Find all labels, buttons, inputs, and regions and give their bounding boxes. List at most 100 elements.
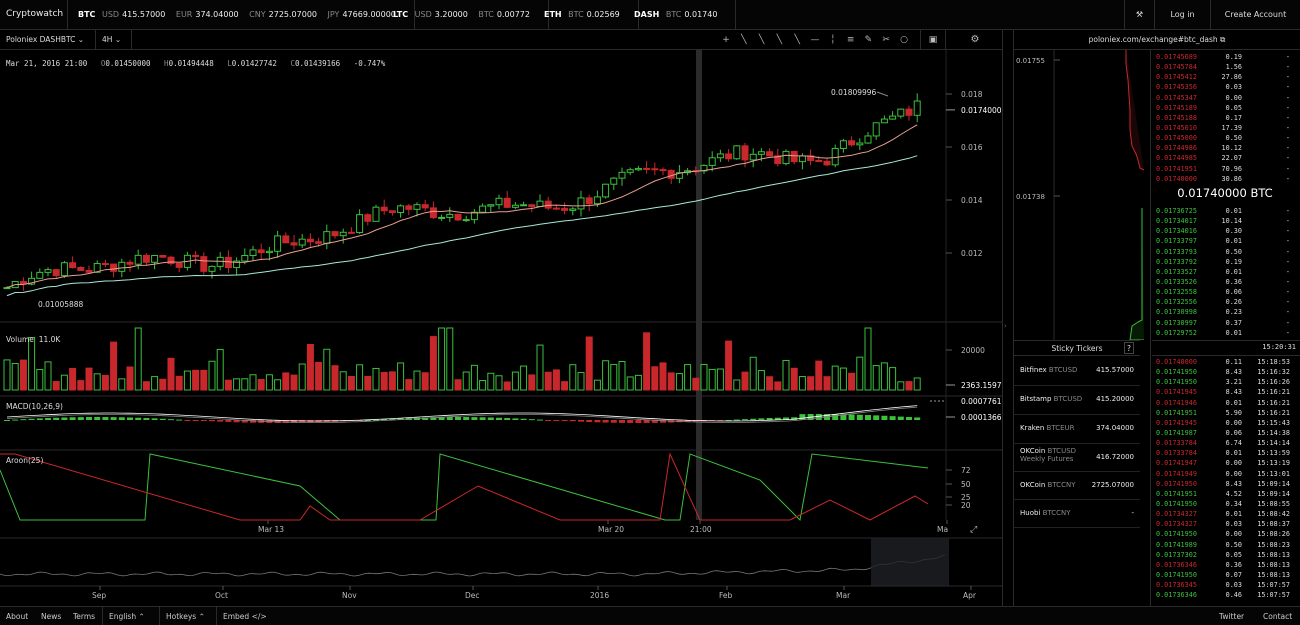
ask-row[interactable]: 0.01744986 10.12 - xyxy=(1156,143,1296,153)
trade-row[interactable]: 0.01741945 0.00 15:15:43 xyxy=(1156,418,1296,428)
trade-row[interactable]: 0.01741951 5.90 15:16:21 xyxy=(1156,408,1296,418)
trade-row[interactable]: 0.01741950 8.43 15:09:14 xyxy=(1156,479,1296,489)
ticker-dash[interactable]: DASH BTC 0.01740 xyxy=(624,0,737,30)
bid-row[interactable]: 0.01736725 0.01 - xyxy=(1156,206,1296,216)
chevron-right-icon[interactable]: › xyxy=(1004,322,1007,330)
trade-row[interactable]: 0.01741950 0.34 15:08:55 xyxy=(1156,499,1296,509)
trade-row[interactable]: 0.01741949 0.00 15:13:01 xyxy=(1156,469,1296,479)
row-price: 0.01733792 xyxy=(1156,257,1197,266)
ticker-btc[interactable]: BTC USD 415.57000 EUR 374.04000 CNY 2725.07… xyxy=(68,0,415,30)
drawing-tool-icon[interactable]: ✎ xyxy=(864,35,873,45)
ticker-ltc[interactable]: LTC USD 3.20000 BTC 0.00772 xyxy=(383,0,549,30)
sticky-ticker-row[interactable]: OKCoin BTCUSD Weekly Futures 416.72000 xyxy=(1014,444,1140,472)
ask-row[interactable]: 0.01745356 0.03 - xyxy=(1156,82,1296,92)
brand-logo[interactable]: Cryptowatch xyxy=(0,0,68,30)
bid-row[interactable]: 0.01732556 0.26 - xyxy=(1156,297,1296,307)
trade-row[interactable]: 0.01741947 0.00 15:13:19 xyxy=(1156,458,1296,468)
exchange-url[interactable]: poloniex.com/exchange#btc_dash ⧉ xyxy=(1014,30,1300,50)
trade-row[interactable]: 0.01741950 0.00 15:08:26 xyxy=(1156,529,1296,539)
candle-body xyxy=(241,254,249,262)
bid-row[interactable]: 0.01732558 0.06 - xyxy=(1156,287,1296,297)
bid-row[interactable]: 0.01730997 0.37 - xyxy=(1156,318,1296,328)
bid-row[interactable]: 0.01730998 0.23 - xyxy=(1156,307,1296,317)
ticker-eth[interactable]: ETH BTC 0.02569 xyxy=(534,0,639,30)
trade-row[interactable]: 0.01741951 4.52 15:09:14 xyxy=(1156,489,1296,499)
trade-row[interactable]: 0.01733784 0.01 15:13:59 xyxy=(1156,448,1296,458)
sticky-ticker-row[interactable]: OKCoin BTCCNY 2725.07000 xyxy=(1014,472,1140,500)
trade-row[interactable]: 0.01741950 3.21 15:16:26 xyxy=(1156,377,1296,387)
drawing-tool-icon[interactable]: ≡ xyxy=(846,35,855,45)
footer-contact-link[interactable]: Contact xyxy=(1263,612,1293,621)
period-high-pointer xyxy=(876,91,889,97)
trade-row[interactable]: 0.01740000 0.11 15:18:53 xyxy=(1156,357,1296,367)
bid-row[interactable]: 0.01733526 0.36 - xyxy=(1156,277,1296,287)
sticky-ticker-row[interactable]: Bitstamp BTCUSD 415.20000 xyxy=(1014,386,1140,415)
drawing-tool-icon[interactable]: — xyxy=(810,35,820,45)
trade-row[interactable]: 0.01734327 0.03 15:08:37 xyxy=(1156,519,1296,529)
trade-row[interactable]: 0.01736346 0.36 15:08:13 xyxy=(1156,560,1296,570)
ask-row[interactable]: 0.01745010 17.39 - xyxy=(1156,123,1296,133)
drawing-tool-icon[interactable]: ○ xyxy=(900,35,908,45)
period-selector[interactable]: 4H ⌄ xyxy=(96,30,132,50)
bid-row[interactable]: 0.01734016 0.30 - xyxy=(1156,226,1296,236)
login-button[interactable]: Log in xyxy=(1154,0,1210,30)
footer-terms-link[interactable]: Terms xyxy=(73,612,96,621)
ask-row[interactable]: 0.01745412 27.86 - xyxy=(1156,72,1296,82)
ask-row[interactable]: 0.01745189 0.05 - xyxy=(1156,103,1296,113)
chart-divider[interactable] xyxy=(1002,30,1003,606)
row-extra: 15:07:57 xyxy=(1257,581,1290,590)
trade-row[interactable]: 0.01733784 6.74 15:14:14 xyxy=(1156,438,1296,448)
trade-row[interactable]: 0.01741987 0.06 15:14:38 xyxy=(1156,428,1296,438)
trade-row[interactable]: 0.01741946 0.01 15:16:21 xyxy=(1156,398,1296,408)
ask-row[interactable]: 0.01744985 22.07 - xyxy=(1156,153,1296,163)
drawing-tool-icon[interactable]: ╲ xyxy=(758,35,765,45)
market-selector[interactable]: Poloniex DASHBTC ⌄ xyxy=(0,30,96,50)
trade-row[interactable]: 0.01741945 8.43 15:16:21 xyxy=(1156,387,1296,397)
ask-row[interactable]: 0.01745689 0.19 - xyxy=(1156,52,1296,62)
macd-bar xyxy=(815,414,822,420)
trade-row[interactable]: 0.01741950 0.07 15:08:13 xyxy=(1156,570,1296,580)
macd-bar xyxy=(127,417,133,420)
footer-embed-button[interactable]: Embed </> xyxy=(223,607,267,625)
trade-row[interactable]: 0.01736345 0.03 15:07:57 xyxy=(1156,580,1296,590)
help-icon[interactable]: ? xyxy=(1124,342,1134,354)
bid-row[interactable]: 0.01734017 10.14 - xyxy=(1156,216,1296,226)
drawing-tool-icon[interactable]: ╲ xyxy=(794,35,800,45)
trade-row[interactable]: 0.01741950 8.43 15:16:32 xyxy=(1156,367,1296,377)
footer-twitter-link[interactable]: Twitter xyxy=(1219,612,1245,621)
overview-range-selector[interactable] xyxy=(871,538,949,586)
bid-row[interactable]: 0.01733793 0.50 - xyxy=(1156,247,1296,257)
sticky-ticker-row[interactable]: Kraken BTCEUR 374.04000 xyxy=(1014,415,1140,444)
ask-row[interactable]: 0.01745188 0.17 - xyxy=(1156,113,1296,123)
ask-row[interactable]: 0.01745784 1.56 - xyxy=(1156,62,1296,72)
ask-row[interactable]: 0.01741951 70.96 - xyxy=(1156,164,1296,174)
ask-row[interactable]: 0.01740000 30.86 - xyxy=(1156,174,1296,184)
trade-row[interactable]: 0.01737302 0.05 15:08:13 xyxy=(1156,550,1296,560)
settings-wrench-icon[interactable]: ⚒ xyxy=(1124,0,1154,30)
drawing-tool-icon[interactable]: ✂ xyxy=(882,35,890,45)
footer-about-link[interactable]: About xyxy=(6,612,29,621)
screenshot-icon[interactable]: ▣ xyxy=(920,30,946,50)
ask-row[interactable]: 0.01745347 0.00 - xyxy=(1156,93,1296,103)
sticky-ticker-row[interactable]: Huobi BTCCNY - xyxy=(1014,500,1140,528)
trade-row[interactable]: 0.01734327 0.01 15:08:42 xyxy=(1156,509,1296,519)
bid-row[interactable]: 0.01733527 0.01 - xyxy=(1156,267,1296,277)
ask-row[interactable]: 0.01745000 0.50 - xyxy=(1156,133,1296,143)
footer-news-link[interactable]: News xyxy=(41,612,62,621)
sticky-ticker-row[interactable]: Bitfinex BTCUSD 415.57000 xyxy=(1014,357,1140,386)
macd-bar xyxy=(389,418,396,420)
footer-hotkeys-button[interactable]: Hotkeys ⌃ xyxy=(166,607,205,625)
bid-row[interactable]: 0.01733797 0.01 - xyxy=(1156,236,1296,246)
drawing-tool-icon[interactable]: ╲ xyxy=(776,35,783,45)
bid-row[interactable]: 0.01729752 0.01 - xyxy=(1156,328,1296,338)
bid-row[interactable]: 0.01733792 0.19 - xyxy=(1156,257,1296,267)
trade-row[interactable]: 0.01736346 0.46 15:07:57 xyxy=(1156,590,1296,600)
gear-icon[interactable]: ⚙ xyxy=(970,34,980,45)
trade-row[interactable]: 0.01741989 0.50 15:08:23 xyxy=(1156,540,1296,550)
drawing-tool-icon[interactable]: ╲ xyxy=(741,35,747,45)
drawing-tool-icon[interactable]: ╎ xyxy=(830,35,836,45)
drawing-tool-icon[interactable]: + xyxy=(722,35,730,45)
chart-area[interactable]: 0.018 0.016 0.014 0.012 0.0174000 0.01809996 0… xyxy=(0,50,1002,606)
create-account-button[interactable]: Create Account xyxy=(1210,0,1300,30)
footer-language-selector[interactable]: English ⌃ xyxy=(109,607,145,625)
